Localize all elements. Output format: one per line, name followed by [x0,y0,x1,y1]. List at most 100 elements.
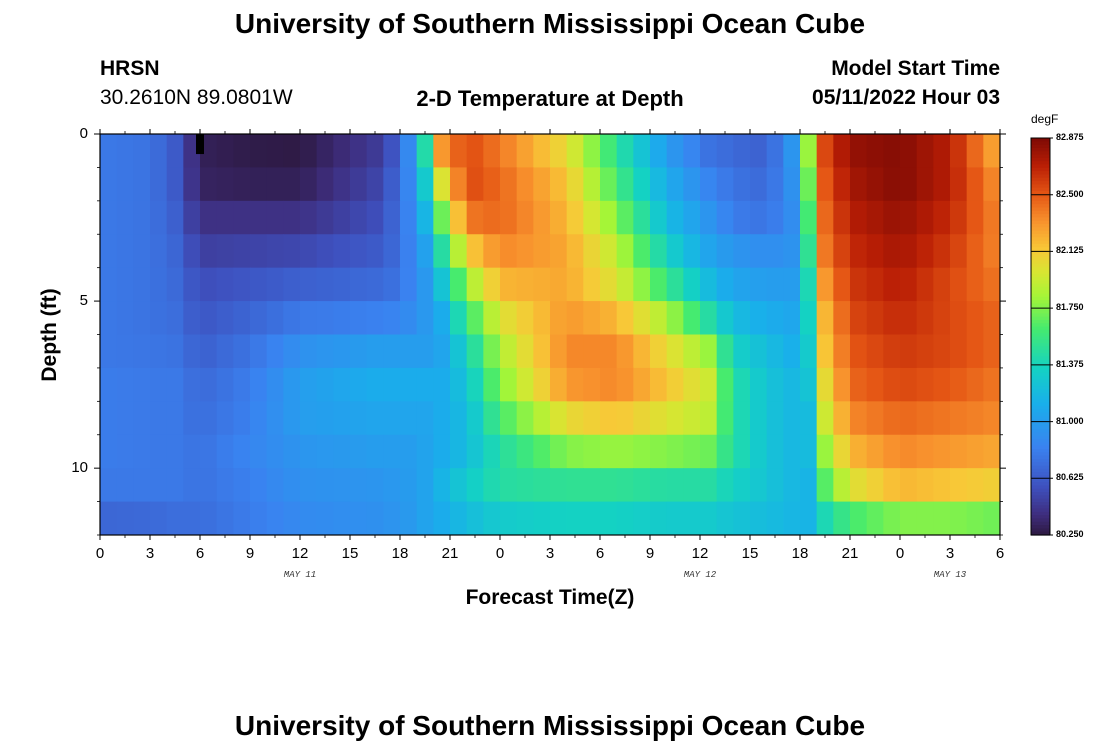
heatmap-cell [466,134,484,169]
heatmap-cell [683,334,701,369]
heatmap-cell [166,234,184,269]
colorbar-tick-label: 81.375 [1056,358,1084,369]
colorbar-segment [1031,316,1050,321]
heatmap-cell [950,367,968,402]
heatmap-cell [166,334,184,369]
heatmap-cell [633,167,651,202]
heatmap-cell [850,267,868,302]
heatmap-cell [733,468,751,503]
heatmap-cell [100,434,118,469]
heatmap-cell [283,401,301,436]
heatmap-cell [366,468,384,503]
heatmap-cell [366,334,384,369]
heatmap-cell [333,200,351,235]
heatmap-cell [900,200,918,235]
colorbar-segment [1031,164,1050,169]
heatmap-cell [100,200,118,235]
heatmap-cell [333,134,351,169]
heatmap-cell [300,434,318,469]
heatmap-cell [100,267,118,302]
heatmap-cell [466,167,484,202]
heatmap-cell [133,267,151,302]
heatmap-cell [100,301,118,336]
heatmap-cell [533,267,551,302]
heatmap-cell [150,468,168,503]
heatmap-cell [200,234,218,269]
heatmap-cell [783,434,801,469]
heatmap-cell [866,434,884,469]
heatmap-cell [450,468,468,503]
heatmap-cell [400,167,418,202]
heatmap-cell [483,468,501,503]
colorbar-segment [1031,343,1050,348]
heatmap-cell [550,468,568,503]
heatmap-cell [916,167,934,202]
heatmap-cell [883,367,901,402]
heatmap-cell [816,367,834,402]
heatmap-cell [500,301,518,336]
heatmap-cell [983,468,1000,503]
heatmap-cell [533,334,551,369]
heatmap-cell [216,367,234,402]
heatmap-cell [950,401,968,436]
heatmap-cell [433,468,451,503]
heatmap-cell [366,234,384,269]
heatmap-cell [466,200,484,235]
heatmap-cell [650,367,668,402]
heatmap-cell [833,167,851,202]
colorbar-segment [1031,293,1050,298]
heatmap-cell [150,434,168,469]
colorbar-segment [1031,326,1050,331]
heatmap-cell [116,134,134,169]
heatmap-cell [100,468,118,503]
heatmap-cell [966,401,984,436]
heatmap-cell [566,334,584,369]
heatmap-cell [250,334,268,369]
heatmap-cell [600,468,618,503]
heatmap-cell [683,234,701,269]
heatmap-cell [983,501,1000,535]
heatmap-cell [416,301,434,336]
heatmap-cell [616,267,634,302]
colorbar-tick-label: 81.750 [1056,302,1084,313]
heatmap-cell [483,501,501,535]
heatmap-cell [983,134,1000,169]
heatmap-cell [400,334,418,369]
heatmap-cell [750,200,768,235]
colorbar-segment [1031,224,1050,228]
heatmap-cell [350,401,368,436]
heatmap-cell [833,401,851,436]
colorbar-segment [1031,491,1050,496]
heatmap-cell [666,200,684,235]
colorbar-segment [1031,399,1050,404]
heatmap-cell [516,468,534,503]
heatmap-cell [116,434,134,469]
heatmap-cell [966,434,984,469]
heatmap-cell [733,301,751,336]
heatmap-cell [200,267,218,302]
heatmap-cell [550,167,568,202]
heatmap-cell [300,134,318,169]
heatmap-cell [350,267,368,302]
heatmap-cell [966,267,984,302]
heatmap-cell [650,200,668,235]
heatmap-cell [383,401,401,436]
heatmap-cell [683,501,701,535]
heatmap-cell [450,301,468,336]
heatmap-cell [850,334,868,369]
heatmap-cell [116,334,134,369]
heatmap-cell [833,468,851,503]
heatmap-cell [300,334,318,369]
heatmap-cell [350,234,368,269]
heatmap-cell [366,367,384,402]
heatmap-cell [266,167,284,202]
colorbar-segment [1031,336,1050,341]
heatmap-cell [816,401,834,436]
heatmap-cell [766,401,784,436]
heatmap-cell [833,367,851,402]
heatmap-cell [983,367,1000,402]
heatmap-cell [616,234,634,269]
heatmap-cell [250,134,268,169]
x-tick-label: 3 [545,545,555,562]
colorbar-segment [1031,214,1050,218]
